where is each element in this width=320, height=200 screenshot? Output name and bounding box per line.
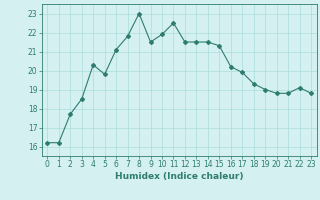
X-axis label: Humidex (Indice chaleur): Humidex (Indice chaleur)	[115, 172, 244, 181]
